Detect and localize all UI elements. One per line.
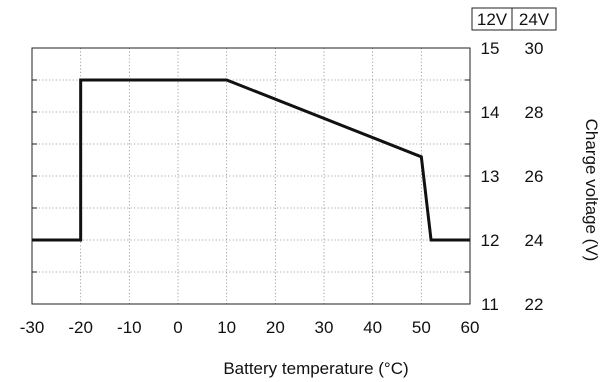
y-tick-label-24v: 30 xyxy=(525,39,544,58)
x-tick-label: 40 xyxy=(363,318,382,337)
x-tick-label: -10 xyxy=(117,318,142,337)
x-tick-label: 50 xyxy=(412,318,431,337)
x-axis-title: Battery temperature (°C) xyxy=(223,359,408,378)
voltage-header-box xyxy=(511,7,557,31)
y-tick-label-12v: 14 xyxy=(481,103,500,122)
x-tick-label: -20 xyxy=(68,318,93,337)
y-tick-label-12v: 12 xyxy=(481,231,500,250)
y-tick-label-12v: 13 xyxy=(481,167,500,186)
y-tick-label-12v: 11 xyxy=(481,295,499,314)
y-tick-label-24v: 24 xyxy=(525,231,544,250)
voltage-header-label: 12V xyxy=(477,10,508,29)
voltage-header-label: 24V xyxy=(519,10,550,29)
y-tick-label-24v: 26 xyxy=(525,167,544,186)
x-tick-label: -30 xyxy=(20,318,45,337)
x-tick-label: 0 xyxy=(173,318,182,337)
x-tick-label: 10 xyxy=(217,318,236,337)
x-tick-label: 30 xyxy=(315,318,334,337)
x-tick-label: 60 xyxy=(461,318,480,337)
y-tick-label-12v: 15 xyxy=(481,39,500,58)
x-tick-label: 20 xyxy=(266,318,285,337)
y-tick-label-24v: 28 xyxy=(525,103,544,122)
charge-voltage-line xyxy=(32,78,470,242)
y-tick-label-24v: 22 xyxy=(525,295,544,314)
y-axis-title: Charge voltage (V) xyxy=(582,119,601,262)
